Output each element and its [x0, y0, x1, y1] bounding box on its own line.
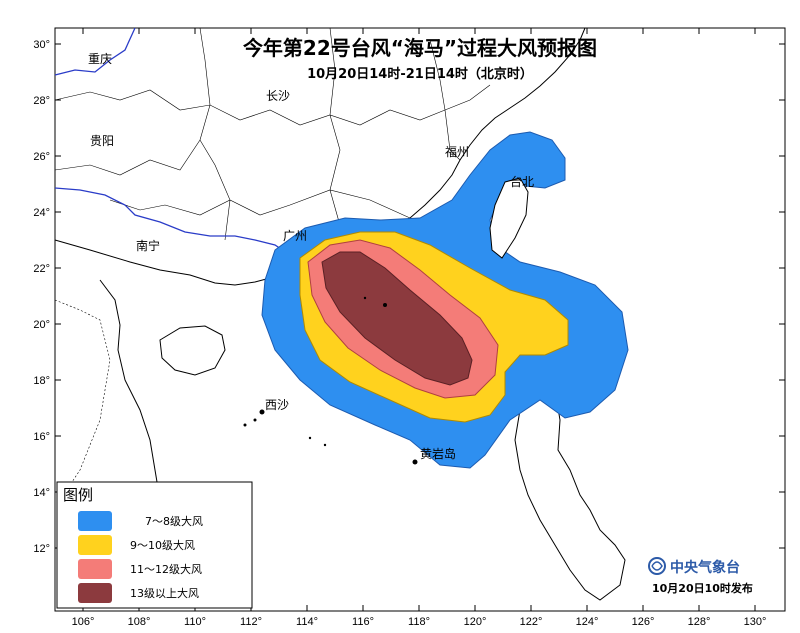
place-label-chongqing: 重庆 [88, 52, 112, 66]
place-label-guiyang: 贵阳 [90, 134, 114, 148]
lon-tick-label: 114° [296, 616, 318, 628]
place-label-guangzhou: 广州 [283, 229, 307, 243]
lat-tick-label: 24° [33, 207, 50, 219]
lon-tick-label: 118° [408, 616, 430, 628]
latitude-axis: 30° 28° 26° 24° 22° 20° 18° 16° 14° 12° [33, 39, 50, 555]
lon-tick-label: 122° [520, 616, 543, 628]
province-boundaries [54, 27, 491, 244]
legend-label-7-8: 7～8级大风 [145, 514, 203, 528]
agency-block: 中央气象台 10月20日10时发布 [648, 557, 753, 595]
lon-tick-label: 128° [688, 616, 711, 628]
lat-tick-label: 18° [33, 375, 50, 387]
place-label-nanning: 南宁 [136, 238, 160, 253]
wind-zone-13-plus [321, 251, 473, 386]
legend-swatch-7-8 [78, 511, 112, 531]
legend-swatch-9-10 [78, 535, 112, 555]
agency-name: 中央气象台 [670, 559, 740, 576]
lat-tick-label: 28° [33, 95, 50, 107]
luzon-island [514, 371, 626, 601]
lon-tick-label: 106° [72, 616, 95, 628]
longitude-axis: 106° 108° 110° 112° 114° 116° 118° 120° … [72, 616, 767, 628]
map-subtitle: 10月20日14时-21日14时（北京时） [307, 66, 533, 82]
lon-tick-label: 124° [576, 616, 599, 628]
lon-tick-label: 108° [128, 616, 151, 628]
taiwan-island [489, 177, 529, 259]
island-dots [243, 296, 418, 465]
lat-tick-label: 16° [33, 431, 50, 443]
legend-label-11-12: 11～12级大风 [130, 562, 202, 576]
legend-swatch-13-plus [78, 583, 112, 603]
lat-tick-label: 20° [33, 319, 50, 331]
lon-tick-label: 116° [352, 616, 374, 628]
lat-tick-label: 14° [33, 487, 50, 499]
agency-logo-swirl [651, 561, 663, 571]
place-label-huangyandao: 黄岩岛 [420, 446, 456, 461]
lat-tick-label: 30° [33, 39, 50, 51]
lat-tick-label: 12° [33, 543, 50, 555]
border-lines [54, 299, 111, 501]
place-label-fuzhou: 福州 [445, 144, 469, 159]
agency-logo-icon [648, 557, 666, 575]
hainan-island [159, 325, 226, 376]
map-title: 今年第22号台风“海马”过程大风预报图 [243, 36, 597, 60]
lon-tick-label: 110° [184, 616, 206, 628]
lon-tick-label: 126° [632, 616, 655, 628]
lon-tick-label: 120° [464, 616, 487, 628]
lon-tick-label: 112° [240, 616, 262, 628]
lat-tick-label: 26° [33, 151, 50, 163]
place-label-taibei: 台北 [510, 174, 534, 189]
lat-tick-label: 22° [33, 263, 50, 275]
place-label-xisha: 西沙 [265, 398, 289, 412]
legend-swatch-11-12 [78, 559, 112, 579]
place-label-changsha: 长沙 [266, 89, 290, 103]
legend-title: 图例 [63, 486, 93, 504]
lon-tick-label: 130° [744, 616, 767, 628]
issue-time: 10月20日10时发布 [652, 581, 753, 595]
legend: 图例 7～8级大风 9～10级大风 11～12级大风 13级以上大风 [56, 481, 253, 609]
river-lower [54, 187, 291, 256]
legend-label-9-10: 9～10级大风 [130, 538, 195, 552]
legend-label-13-plus: 13级以上大风 [130, 586, 199, 600]
river-upper [54, 27, 136, 76]
